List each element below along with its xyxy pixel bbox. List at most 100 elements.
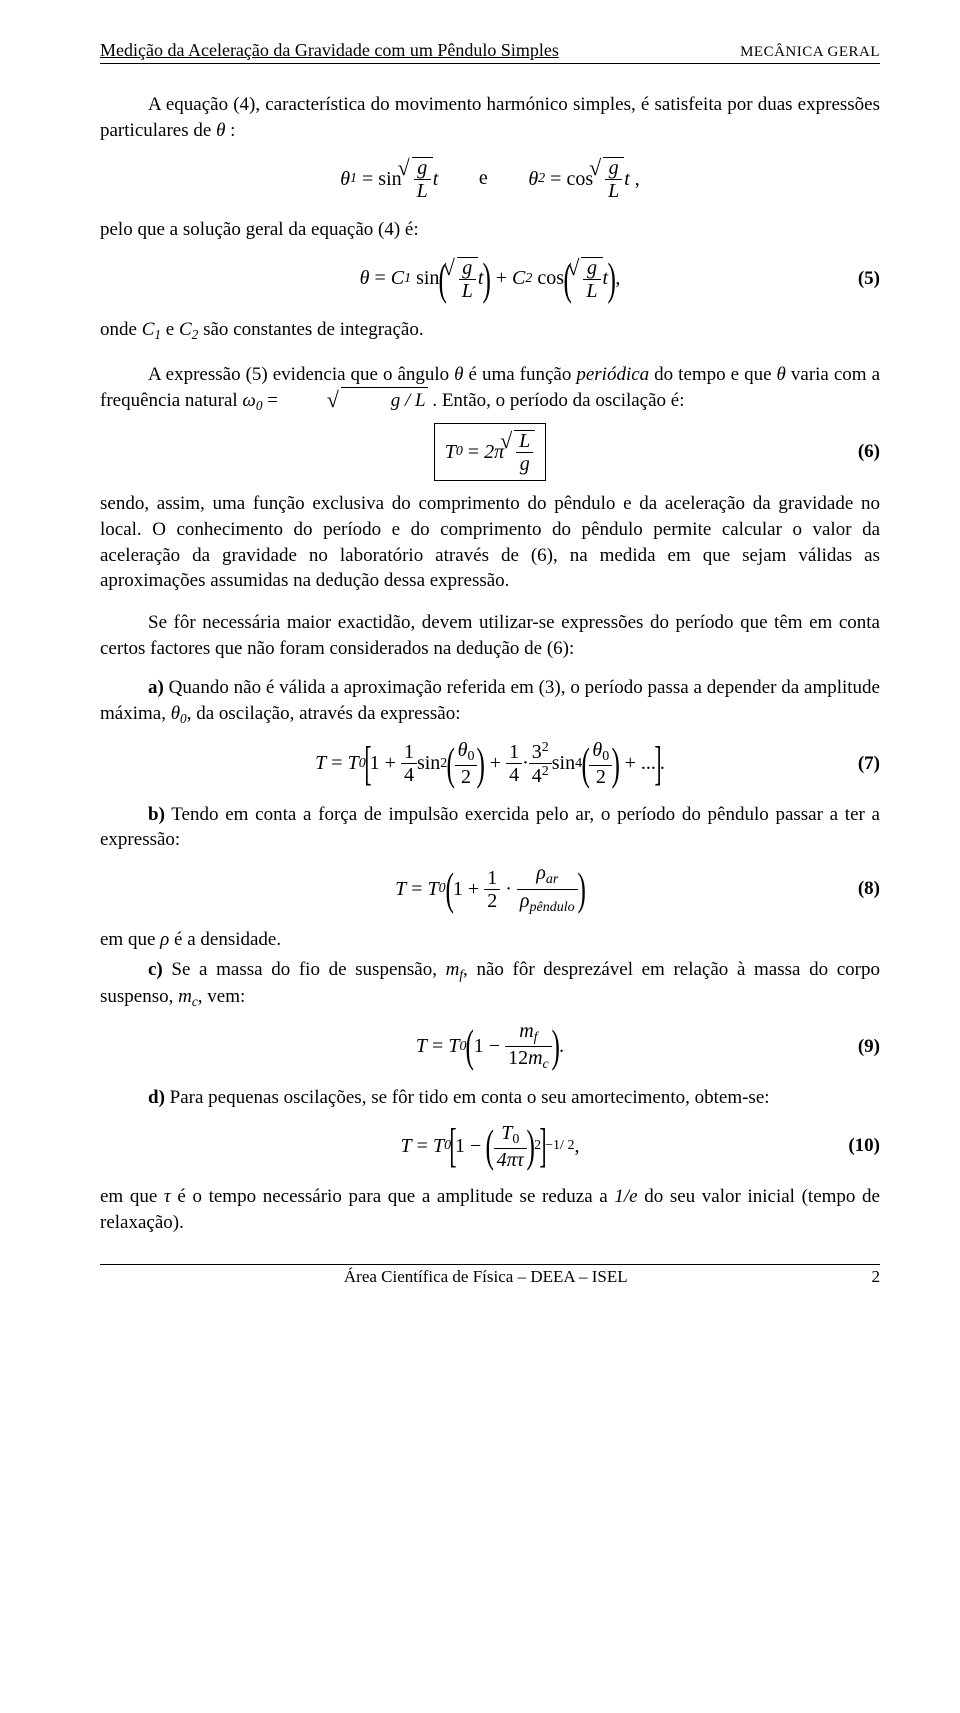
fn: sin bbox=[552, 752, 575, 775]
sub: 0 bbox=[180, 711, 187, 726]
text: são constantes de integração. bbox=[198, 319, 423, 340]
num: 2 bbox=[455, 766, 478, 787]
num: 4 bbox=[401, 764, 417, 785]
sym: θ bbox=[528, 168, 538, 191]
equation-number-6: (6) bbox=[858, 441, 880, 463]
sym: C bbox=[512, 267, 525, 290]
text: é uma função bbox=[464, 364, 577, 385]
sym-g: g bbox=[414, 158, 431, 180]
sym: T bbox=[433, 1135, 444, 1158]
sym: θ bbox=[340, 168, 350, 191]
item-c: c) bbox=[148, 959, 163, 980]
sym: ρ bbox=[160, 929, 169, 950]
sym: T bbox=[315, 752, 326, 775]
punct: , bbox=[615, 267, 620, 290]
sym: C bbox=[179, 319, 192, 340]
paragraph-9: em que ρ é a densidade. bbox=[100, 927, 880, 953]
text: é a densidade. bbox=[169, 929, 281, 950]
text: , vem: bbox=[198, 986, 246, 1007]
sub: c bbox=[543, 1057, 549, 1072]
num: 1 bbox=[474, 1035, 484, 1058]
paragraph-1: A equação (4), característica do movimen… bbox=[100, 92, 880, 143]
sub: 2 bbox=[538, 171, 545, 187]
sub: 0 bbox=[602, 749, 609, 764]
sym: g / L bbox=[341, 387, 428, 414]
sym: T bbox=[395, 878, 406, 901]
text: do tempo e que bbox=[649, 364, 776, 385]
equation-number-9: (9) bbox=[858, 1036, 880, 1058]
eq-content-boxed: T0 = 2π Lg bbox=[434, 423, 547, 481]
punct: , bbox=[574, 1135, 579, 1158]
sym: θ bbox=[458, 739, 468, 761]
num: 2 bbox=[589, 766, 612, 787]
sym-g: g bbox=[605, 158, 622, 180]
dots: + ... bbox=[625, 752, 656, 775]
op: · bbox=[522, 752, 529, 775]
sub: 0 bbox=[456, 444, 463, 460]
conj-e: e bbox=[443, 167, 523, 190]
sym: T bbox=[401, 1135, 412, 1158]
sym: m bbox=[446, 959, 460, 980]
item-a: a) bbox=[148, 677, 164, 698]
sym-L: L bbox=[414, 180, 431, 201]
equation-6: T0 = 2π Lg (6) bbox=[100, 423, 880, 481]
sym: 4πτ bbox=[494, 1149, 527, 1170]
sym: g bbox=[583, 258, 600, 280]
text: A expressão (5) evidencia que o ângulo bbox=[148, 364, 454, 385]
sym: T bbox=[348, 752, 359, 775]
emph: periódica bbox=[576, 364, 649, 385]
item-b: b) bbox=[148, 804, 165, 825]
equation-10: T = T0 [ 1 − ( T04πτ )2 ]−1/ 2 , (10) bbox=[100, 1118, 880, 1174]
header-section: MECÂNICA GERAL bbox=[740, 44, 880, 61]
paragraph-2: pelo que a solução geral da equação (4) … bbox=[100, 217, 880, 243]
eq-content: θ1 = sin gL t e θ2 = cos gL t , bbox=[340, 157, 640, 201]
paragraph-6: Se fôr necessária maior exactidão, devem… bbox=[100, 610, 880, 661]
num: 4 bbox=[506, 764, 522, 785]
equation-number-7: (7) bbox=[858, 753, 880, 775]
eq-content: T = T0 [ 1 + 14 sin2 (θ02) + 14 · 3242 s… bbox=[315, 740, 665, 787]
sub: ar bbox=[546, 873, 558, 888]
equation-5: θ = C1 sin ( gL t ) + C2 cos ( gL t ) , … bbox=[100, 251, 880, 307]
equation-number-8: (8) bbox=[858, 878, 880, 900]
fn: cos bbox=[537, 267, 564, 290]
footer-text: Área Científica de Física – DEEA – ISEL bbox=[344, 1267, 628, 1287]
sym-L: L bbox=[605, 180, 622, 201]
paragraph-11: d) Para pequenas oscilações, se fôr tido… bbox=[100, 1085, 880, 1111]
paragraph-5: sendo, assim, uma função exclusiva do co… bbox=[100, 491, 880, 594]
num: 2 bbox=[484, 890, 500, 911]
sym: θ bbox=[592, 739, 602, 761]
paragraph-12: em que τ é o tempo necessário para que a… bbox=[100, 1184, 880, 1235]
header-title: Medição da Aceleração da Gravidade com u… bbox=[100, 40, 559, 61]
sym: T bbox=[416, 1035, 427, 1058]
paragraph-10: c) Se a massa do fio de suspensão, mf, n… bbox=[100, 957, 880, 1011]
sym: θ bbox=[360, 267, 370, 290]
op: − bbox=[489, 1035, 500, 1058]
text: em que bbox=[100, 1186, 164, 1207]
sym: e bbox=[629, 1186, 637, 1207]
text: onde bbox=[100, 319, 142, 340]
op: + bbox=[496, 267, 507, 290]
text: , da oscilação, através da expressão: bbox=[187, 703, 461, 724]
eq-content: T = T0 [ 1 − ( T04πτ )2 ]−1/ 2 , bbox=[401, 1123, 580, 1170]
sym: T bbox=[501, 1122, 512, 1144]
num: 1 bbox=[484, 868, 500, 890]
equation-9: T = T0 ( 1 − mf12mc ) . (9) bbox=[100, 1019, 880, 1075]
sym: L bbox=[516, 431, 533, 453]
sub: 0 bbox=[256, 398, 263, 413]
item-d: d) bbox=[148, 1087, 165, 1108]
sub: pêndulo bbox=[529, 900, 574, 915]
page-footer: Área Científica de Física – DEEA – ISEL … bbox=[100, 1264, 880, 1287]
equation-number-10: (10) bbox=[848, 1135, 880, 1157]
num: 1 bbox=[614, 1186, 624, 1207]
text: e bbox=[161, 319, 179, 340]
text: é o tempo necessário para que a amplitud… bbox=[171, 1186, 615, 1207]
sym: m bbox=[528, 1047, 542, 1069]
sub: 0 bbox=[467, 749, 474, 764]
sym: ρ bbox=[536, 862, 546, 884]
sub: 0 bbox=[512, 1132, 519, 1147]
page: Medição da Aceleração da Gravidade com u… bbox=[0, 0, 960, 1317]
equation-8: T = T0 ( 1 + 12 · ρarρpêndulo ) (8) bbox=[100, 861, 880, 917]
page-number: 2 bbox=[871, 1267, 880, 1287]
equation-number-5: (5) bbox=[858, 268, 880, 290]
text: em que bbox=[100, 929, 160, 950]
